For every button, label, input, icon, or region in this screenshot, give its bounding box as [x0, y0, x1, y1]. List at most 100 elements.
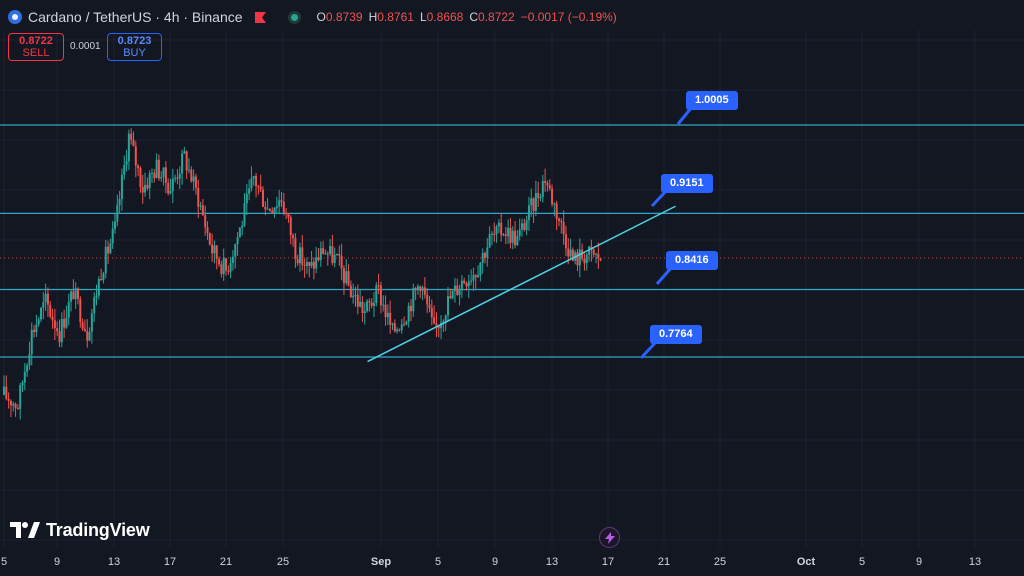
candle: [523, 218, 526, 232]
candle: [539, 193, 542, 202]
candle: [93, 292, 96, 322]
candle: [377, 273, 380, 295]
level-callout-1[interactable]: 1.0005: [686, 91, 738, 110]
candle: [342, 265, 345, 296]
candle: [148, 170, 151, 199]
candle: [268, 208, 271, 212]
candle: [486, 238, 489, 267]
candle: [252, 175, 255, 186]
x-tick-label: 21: [219, 556, 233, 568]
candle: [354, 286, 357, 307]
candle: [477, 265, 480, 278]
candle: [280, 191, 283, 208]
candle: [541, 174, 544, 203]
candle: [599, 258, 602, 262]
candle: [134, 141, 137, 178]
candle: [245, 183, 248, 216]
candle: [35, 314, 38, 338]
candle: [206, 221, 209, 240]
level-callout-3[interactable]: 0.8416: [666, 251, 718, 270]
candle: [111, 221, 114, 249]
candle: [518, 218, 521, 241]
spread-value: 0.0001: [70, 41, 101, 52]
candle: [481, 248, 484, 274]
candle: [398, 328, 401, 332]
flag-icon[interactable]: [254, 11, 266, 23]
candle: [472, 267, 475, 291]
candle: [317, 247, 320, 262]
candle: [70, 289, 73, 312]
candle: [275, 196, 278, 213]
candle: [107, 240, 110, 264]
sell-button[interactable]: 0.8722 SELL: [8, 33, 64, 61]
eye-icon[interactable]: [287, 10, 301, 24]
candle: [23, 363, 26, 391]
candle: [160, 171, 163, 182]
candle: [583, 253, 586, 271]
candle: [382, 295, 385, 312]
candle: [127, 129, 130, 170]
buy-button[interactable]: 0.8723 BUY: [107, 33, 162, 61]
candle: [74, 282, 77, 309]
candle: [440, 315, 443, 339]
candle: [349, 280, 352, 298]
level-callout-4[interactable]: 0.7764: [650, 325, 702, 344]
candle: [164, 161, 167, 194]
coin-logo-icon: [8, 10, 22, 24]
trend-line[interactable]: [367, 205, 676, 363]
candle: [511, 226, 514, 250]
candle: [356, 284, 359, 315]
candle: [525, 215, 528, 236]
candle: [282, 192, 285, 216]
candle: [430, 299, 433, 326]
candle: [433, 305, 436, 325]
candle: [72, 279, 75, 300]
candle: [384, 295, 387, 326]
ohlc-low: L0.8668: [419, 10, 464, 24]
candle: [248, 179, 251, 201]
candle: [368, 298, 371, 312]
candle: [310, 250, 313, 269]
candle: [551, 184, 554, 207]
candle: [479, 262, 482, 282]
candle: [153, 169, 156, 183]
x-tick-label: Oct: [796, 556, 816, 568]
candle: [509, 217, 512, 249]
candle: [467, 274, 470, 299]
candle: [495, 224, 498, 243]
candle: [347, 264, 350, 287]
trend-line-group[interactable]: [367, 205, 676, 363]
tradingview-logo[interactable]: TradingView: [10, 519, 150, 541]
candle: [340, 243, 343, 281]
candle: [389, 300, 392, 334]
candlestick-series: [3, 128, 602, 420]
level-callout-2[interactable]: 0.9151: [661, 174, 713, 193]
candle: [44, 283, 47, 311]
candle: [201, 198, 204, 217]
candle: [435, 312, 438, 338]
bolt-icon[interactable]: [599, 527, 620, 548]
symbol-title[interactable]: Cardano / TetherUS · 4h · Binance: [28, 9, 243, 25]
candle: [319, 241, 322, 267]
callout-pointer-4: [639, 340, 658, 360]
candle: [359, 289, 362, 308]
candle: [255, 172, 258, 198]
symbol-header: Cardano / TetherUS · 4h · Binance O0.873…: [8, 6, 617, 28]
candle: [333, 247, 336, 268]
candle: [514, 220, 517, 249]
candle: [292, 233, 295, 247]
candle: [100, 268, 103, 281]
candle: [560, 218, 563, 234]
candle: [146, 177, 149, 191]
candle: [109, 238, 112, 255]
x-tick-label: 13: [968, 556, 982, 568]
candle: [218, 256, 221, 267]
candle: [220, 260, 223, 278]
candle: [456, 278, 459, 296]
buy-label: BUY: [123, 47, 146, 59]
candle: [400, 318, 403, 334]
candle: [123, 155, 126, 180]
candle: [65, 305, 68, 329]
candle: [58, 319, 61, 348]
